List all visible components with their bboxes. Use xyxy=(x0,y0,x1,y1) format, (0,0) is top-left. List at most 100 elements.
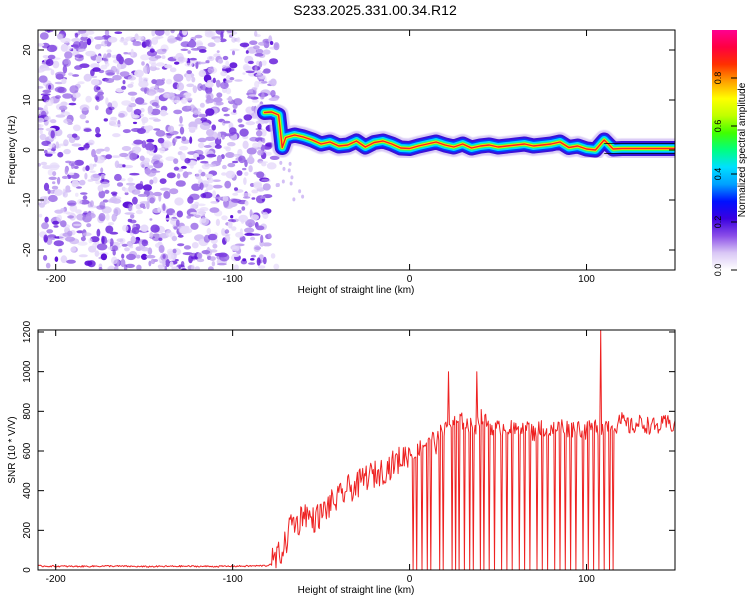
noise-blob xyxy=(245,70,255,74)
noise-blob xyxy=(127,177,134,182)
noise-blob xyxy=(148,153,157,156)
noise-blob xyxy=(80,36,89,41)
noise-blob xyxy=(63,60,69,65)
noise-blob xyxy=(282,166,286,171)
noise-blob xyxy=(216,50,220,53)
noise-blob xyxy=(71,38,81,43)
noise-blob xyxy=(95,180,101,185)
noise-blob xyxy=(56,214,62,222)
noise-blob xyxy=(238,155,246,164)
y-tick-label: 800 xyxy=(22,403,33,420)
noise-blob xyxy=(93,85,100,93)
noise-blob xyxy=(84,172,88,180)
noise-blob xyxy=(38,43,45,47)
noise-blob xyxy=(74,33,79,38)
noise-blob xyxy=(195,61,199,69)
noise-blob xyxy=(243,196,251,199)
noise-blob xyxy=(92,67,101,72)
noise-blob xyxy=(234,79,243,82)
noise-blob xyxy=(173,99,179,104)
noise-blob xyxy=(188,40,197,48)
noise-blob xyxy=(193,110,200,115)
noise-blob xyxy=(221,172,227,176)
noise-blob xyxy=(127,91,138,96)
noise-blob xyxy=(100,253,108,261)
noise-blob xyxy=(254,80,260,88)
noise-blob xyxy=(234,187,238,191)
noise-blob xyxy=(55,71,66,78)
noise-blob xyxy=(244,227,255,234)
noise-blob xyxy=(127,75,136,81)
noise-blob xyxy=(243,65,253,71)
noise-blob xyxy=(124,212,135,215)
noise-blob xyxy=(112,249,116,256)
noise-blob xyxy=(90,236,100,243)
noise-blob xyxy=(174,259,179,262)
noise-blob xyxy=(92,242,98,249)
noise-blob xyxy=(127,83,134,88)
noise-blob xyxy=(233,153,242,157)
noise-blob xyxy=(95,55,103,63)
noise-blob xyxy=(83,128,92,133)
noise-blob xyxy=(83,144,90,149)
noise-blob xyxy=(251,233,261,236)
noise-blob xyxy=(241,206,246,211)
noise-blob xyxy=(44,116,50,121)
noise-blob xyxy=(60,37,71,44)
snr-panel: -200 -100 0 100 0 200 400 600 800 1000 1200 Heigh… xyxy=(7,320,676,596)
noise-blob xyxy=(180,152,186,161)
noise-blob xyxy=(250,214,259,221)
noise-blob xyxy=(165,78,173,85)
noise-blob xyxy=(262,256,267,265)
noise-blob xyxy=(143,184,152,192)
noise-blob xyxy=(209,256,216,261)
noise-blob xyxy=(76,230,84,234)
noise-blob xyxy=(50,130,55,139)
noise-blob xyxy=(177,234,184,238)
noise-blob xyxy=(229,62,238,69)
noise-blob xyxy=(250,236,256,241)
noise-blob xyxy=(93,163,97,167)
noise-blob xyxy=(179,145,189,151)
noise-blob xyxy=(42,55,49,59)
noise-blob xyxy=(187,196,194,204)
noise-blob xyxy=(68,172,75,176)
noise-blob xyxy=(262,49,271,55)
noise-blob xyxy=(141,118,146,126)
noise-blob xyxy=(229,77,235,81)
noise-blob xyxy=(244,200,249,206)
noise-blob xyxy=(134,36,145,41)
noise-blob xyxy=(199,122,211,130)
noise-blob xyxy=(301,194,305,199)
noise-blob xyxy=(119,38,129,43)
noise-blob xyxy=(151,30,156,37)
noise-blob xyxy=(122,129,131,134)
noise-blob xyxy=(203,145,212,148)
noise-blob xyxy=(289,181,293,186)
noise-blob xyxy=(180,261,185,268)
noise-blob xyxy=(54,81,64,85)
noise-blob xyxy=(200,217,207,224)
noise-blob xyxy=(113,207,121,216)
noise-blob xyxy=(177,56,185,62)
noise-blob xyxy=(40,93,51,96)
noise-blob xyxy=(186,83,195,88)
noise-blob xyxy=(212,179,221,182)
noise-blob xyxy=(242,140,249,149)
noise-blob xyxy=(253,45,260,50)
noise-blob xyxy=(94,36,105,40)
y-tick-label: 400 xyxy=(22,482,33,499)
noise-blob xyxy=(101,235,105,244)
noise-blob xyxy=(105,97,109,105)
noise-blob xyxy=(124,58,134,66)
noise-blob xyxy=(52,181,56,185)
noise-blob xyxy=(176,173,181,179)
noise-blob xyxy=(141,253,148,260)
noise-blob xyxy=(114,160,120,169)
noise-blob xyxy=(88,238,93,244)
noise-blob xyxy=(298,189,302,194)
noise-blob xyxy=(224,180,232,189)
noise-blob xyxy=(111,155,121,159)
noise-blob xyxy=(88,139,95,146)
noise-blob xyxy=(179,226,189,234)
